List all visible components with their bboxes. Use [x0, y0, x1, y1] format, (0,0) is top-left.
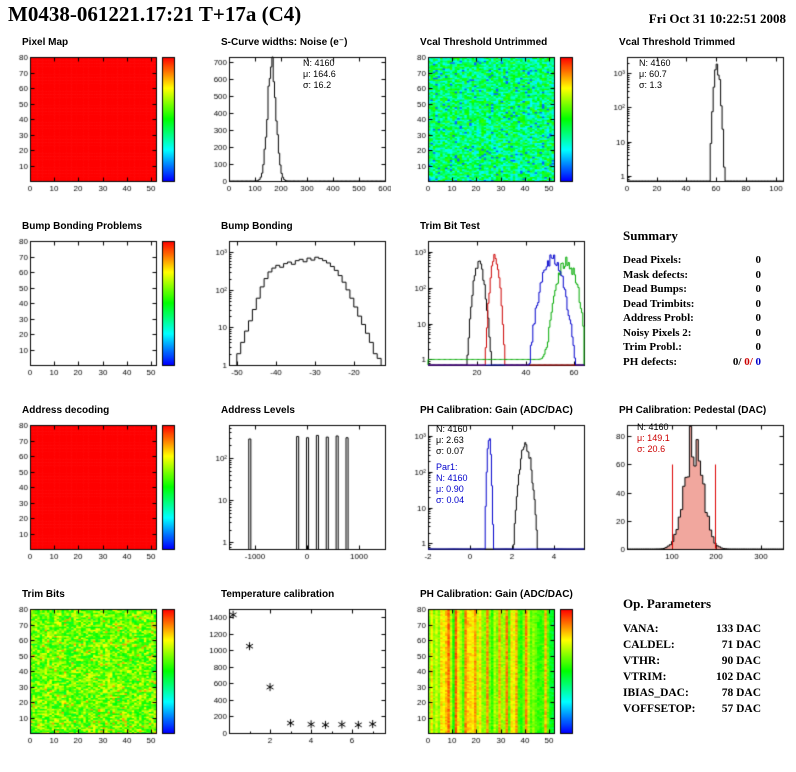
pixel-map-plot — [0, 49, 192, 199]
panel-vcal-trimmed: Vcal Threshold Trimmed N: 4160 μ: 60.7 σ… — [597, 34, 796, 218]
panel-title-ph-gain: PH Calibration: Gain (ADC/DAC) — [420, 405, 573, 416]
panel-address-decoding: Address decoding — [0, 402, 199, 586]
panel-op-parameters: Op. Parameters VANA: 133 DAC CALDEL: 71 DAC… — [597, 586, 796, 770]
panel-title-temp-calibration: Temperature calibration — [221, 589, 335, 600]
ph-pedestal-stat-n: N: 4160 — [637, 422, 669, 432]
ph-gain-stats-box: N: 4160 μ: 2.63 σ: 0.07 — [436, 424, 468, 457]
summary-title: Summary — [623, 228, 678, 243]
panel-trimbit-test: Trim Bit Test — [398, 218, 597, 402]
scurve-stat-sigma: σ: 16.2 — [303, 80, 332, 90]
param-row: Noisy Pixels 2: 0 — [623, 326, 761, 339]
panel-bump-bonding: Bump Bonding — [199, 218, 398, 402]
panel-title-address-levels: Address Levels — [221, 405, 295, 416]
ph-gain-par1-stats-box: Par1: N: 4160 μ: 0.90 σ: 0.04 — [436, 462, 468, 506]
ph-gain-par1-n: N: 4160 — [436, 473, 468, 483]
panel-title-bump-problems: Bump Bonding Problems — [22, 221, 142, 232]
panel-title-pixel-map: Pixel Map — [22, 37, 69, 48]
vcal-untrimmed-plot — [398, 49, 590, 199]
ph-pedestal-stat-sigma: σ: 20.6 — [637, 444, 666, 454]
temp-calibration-plot — [199, 601, 391, 751]
plot-grid: Pixel Map S-Curve widths: Noise (e⁻) N: … — [0, 34, 796, 770]
panel-title-ph-gain-2d: PH Calibration: Gain (ADC/DAC) — [420, 589, 573, 600]
param-row: Address Probl: 0 — [623, 312, 761, 324]
panel-title-address-decoding: Address decoding — [22, 405, 110, 416]
param-row: CALDEL: 71 DAC — [623, 639, 761, 651]
param-row: VOFFSETOP: 57 DAC — [623, 703, 761, 715]
bump-bonding-plot — [199, 233, 391, 383]
ph-gain-stat-n: N: 4160 — [436, 424, 468, 434]
param-row: VTRIM: 102 DAC — [623, 671, 761, 683]
ph-gain-par1-mu: μ: 0.90 — [436, 484, 464, 494]
panel-title-scurve: S-Curve widths: Noise (e⁻) — [221, 37, 348, 48]
panel-pixel-map: Pixel Map — [0, 34, 199, 218]
panel-summary: Summary Dead Pixels: 0 Mask defects: 0 Dead … — [597, 218, 796, 402]
scurve-stats-box: N: 4160 μ: 164.6 σ: 16.2 — [303, 58, 336, 91]
panel-title-bump-bonding: Bump Bonding — [221, 221, 293, 232]
report-header: M0438-061221.17:21 T+17a (C4) Fri Oct 31… — [0, 0, 796, 34]
panel-address-levels: Address Levels — [199, 402, 398, 586]
param-row: IBIAS_DAC: 78 DAC — [623, 687, 761, 699]
bump-problems-plot — [0, 233, 192, 383]
vcal-stat-sigma: σ: 1.3 — [639, 80, 663, 90]
panel-ph-pedestal: PH Calibration: Pedestal (DAC) N: 4160 μ… — [597, 402, 796, 586]
panel-ph-gain-2d: PH Calibration: Gain (ADC/DAC) — [398, 586, 597, 770]
panel-temp-calibration: Temperature calibration — [199, 586, 398, 770]
ph-gain-stat-sigma: σ: 0.07 — [436, 446, 465, 456]
op-parameters-rows: VANA: 133 DAC CALDEL: 71 DAC VTHR: 90 DAC VTRI… — [623, 621, 796, 717]
panel-scurve-noise: S-Curve widths: Noise (e⁻) N: 4160 μ: 16… — [199, 34, 398, 218]
vcal-trimmed-stats-box: N: 4160 μ: 60.7 σ: 1.3 — [639, 58, 671, 91]
ph-pedestal-plot — [597, 417, 789, 567]
panel-trim-bits: Trim Bits — [0, 586, 199, 770]
vcal-stat-n: N: 4160 — [639, 58, 671, 68]
panel-ph-gain: PH Calibration: Gain (ADC/DAC) N: 4160 μ… — [398, 402, 597, 586]
panel-title-ph-pedestal: PH Calibration: Pedestal (DAC) — [619, 405, 767, 416]
scurve-stat-mu: μ: 164.6 — [303, 69, 336, 79]
report-date: Fri Oct 31 10:22:51 2008 — [648, 11, 786, 26]
param-row: Dead Bumps: 0 — [623, 283, 761, 295]
param-row: VTHR: 90 DAC — [623, 655, 761, 667]
scurve-stat-n: N: 4160 — [303, 58, 335, 68]
param-row-ph-defects: PH defects: 0/ 0/ 0 — [623, 355, 761, 368]
ph-gain-stat-mu: μ: 2.63 — [436, 435, 464, 445]
vcal-stat-mu: μ: 60.7 — [639, 69, 667, 79]
panel-title-vcal-trimmed: Vcal Threshold Trimmed — [619, 37, 736, 48]
trimbit-test-plot — [398, 233, 590, 383]
panel-title-trim-bits: Trim Bits — [22, 589, 65, 600]
page-title: M0438-061221.17:21 T+17a (C4) — [8, 2, 302, 26]
ph-pedestal-stat-mu: μ: 149.1 — [637, 433, 670, 443]
panel-title-vcal-untrimmed: Vcal Threshold Untrimmed — [420, 37, 548, 48]
panel-bump-problems: Bump Bonding Problems — [0, 218, 199, 402]
address-decoding-plot — [0, 417, 192, 567]
address-levels-plot — [199, 417, 391, 567]
param-row: VANA: 133 DAC — [623, 623, 761, 635]
ph-gain-par1-sigma: σ: 0.04 — [436, 495, 465, 505]
summary-rows: Dead Pixels: 0 Mask defects: 0 Dead Bumps: 0 D… — [623, 253, 796, 369]
panel-title-trimbit-test: Trim Bit Test — [420, 221, 480, 232]
scurve-noise-plot — [199, 49, 391, 199]
ph-gain-par1-label: Par1: — [436, 462, 458, 472]
trim-bits-plot — [0, 601, 192, 751]
ph-gain-plot — [398, 417, 590, 567]
ph-pedestal-stats-box: N: 4160 μ: 149.1 σ: 20.6 — [637, 422, 670, 455]
ph-gain-2d-plot — [398, 601, 590, 751]
panel-vcal-untrimmed: Vcal Threshold Untrimmed — [398, 34, 597, 218]
param-row: Mask defects: 0 — [623, 268, 761, 281]
param-row: Dead Trimbits: 0 — [623, 297, 761, 310]
param-row: Dead Pixels: 0 — [623, 254, 761, 266]
vcal-trimmed-plot — [597, 49, 789, 199]
param-row: Trim Probl.: 0 — [623, 341, 761, 353]
op-parameters-title: Op. Parameters — [623, 596, 712, 611]
